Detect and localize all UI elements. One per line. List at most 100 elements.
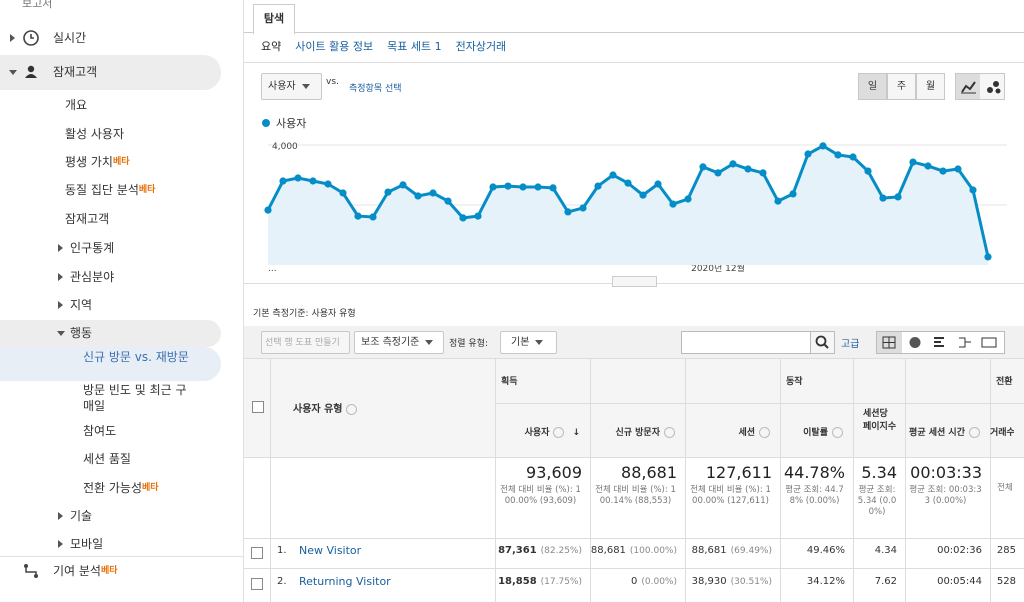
period-button[interactable]: 주 bbox=[887, 73, 916, 100]
total-note: 전체 대비 비율 (%): 100.00% (127,611) bbox=[690, 485, 771, 506]
point bbox=[294, 174, 302, 182]
nav-item[interactable]: 기술 bbox=[70, 507, 92, 525]
nav-item[interactable]: 행동 bbox=[70, 324, 92, 342]
column-border bbox=[990, 358, 991, 602]
point bbox=[369, 213, 377, 221]
point bbox=[699, 163, 707, 171]
cell: 528 bbox=[990, 576, 1016, 587]
column-header: 사용자 ↓ bbox=[524, 427, 580, 438]
dimension-value: 사용자 유형 bbox=[311, 309, 356, 319]
nav-item[interactable]: 인구통계 bbox=[70, 239, 114, 257]
cell-value: 38,930 bbox=[691, 576, 727, 587]
tab[interactable]: 탐색 bbox=[253, 4, 295, 34]
line-chart: 사용자2,0004,000...2020년 12월 bbox=[262, 117, 1007, 274]
nav-highlight bbox=[0, 347, 221, 381]
nav-label: 방문 빈도 및 최근 구매일 bbox=[83, 383, 187, 413]
nav-label: 세션 품질 bbox=[83, 452, 131, 466]
period-button[interactable]: 월 bbox=[916, 73, 945, 100]
cell: 18,858 (17.75%) bbox=[495, 576, 582, 587]
cell: 49.46% bbox=[780, 545, 845, 556]
nav-item[interactable]: 참여도 bbox=[83, 422, 116, 440]
nav-item[interactable]: 실시간 bbox=[53, 29, 86, 47]
x-tick-label: ... bbox=[268, 264, 277, 274]
row-checkbox[interactable] bbox=[251, 547, 263, 559]
point bbox=[744, 165, 752, 173]
subtabs: 요약 사이트 활용 정보 목표 세트 1 전자상거래 bbox=[261, 38, 520, 54]
plot-rows-button[interactable]: 선택 행 도표 만들기 bbox=[261, 331, 350, 354]
nav-item[interactable]: 활성 사용자 bbox=[65, 125, 124, 143]
row-checkbox[interactable] bbox=[251, 578, 263, 590]
nav-item[interactable]: 잠재고객 bbox=[53, 63, 97, 81]
nav-item[interactable]: 개요 bbox=[65, 96, 87, 114]
nav-item[interactable]: 방문 빈도 및 최근 구매일 bbox=[83, 382, 195, 414]
column-border bbox=[495, 358, 496, 602]
row-name[interactable]: Returning Visitor bbox=[299, 575, 391, 588]
point bbox=[534, 183, 542, 191]
chart-type-buttons[interactable] bbox=[955, 73, 1005, 100]
sort-dropdown[interactable]: 기본 bbox=[500, 331, 557, 354]
cell-percent: (0.00%) bbox=[641, 577, 677, 587]
nav-item[interactable]: 동질 집단 분석베타 bbox=[65, 181, 155, 199]
point bbox=[579, 204, 587, 212]
column-label: 거래수 bbox=[990, 428, 1014, 438]
vs-label: vs. bbox=[326, 77, 339, 87]
nav-item[interactable]: 관심분야 bbox=[70, 268, 114, 286]
nav-label: 관심분야 bbox=[70, 270, 115, 284]
period-button[interactable]: 일 bbox=[858, 73, 887, 100]
column-border bbox=[270, 358, 271, 602]
secondary-dimension[interactable]: 보조 측정기준 bbox=[354, 331, 444, 354]
nav-item[interactable]: 모바일 bbox=[70, 535, 103, 553]
sort-label: 정렬 유형: bbox=[449, 339, 489, 349]
row-border bbox=[244, 568, 1024, 569]
total-value: 127,611 bbox=[705, 463, 772, 482]
nav-item[interactable]: 세션 품질 bbox=[83, 450, 131, 468]
subtab: 요약 bbox=[261, 40, 282, 53]
point bbox=[444, 197, 452, 205]
point bbox=[474, 212, 482, 220]
primary-dimension: 기본 측정기준: 사용자 유형 bbox=[253, 306, 356, 319]
cell: 4.34 bbox=[853, 545, 897, 556]
point bbox=[279, 177, 287, 185]
nav-item[interactable]: 평생 가치베타 bbox=[65, 153, 130, 171]
nav-item[interactable]: 신규 방문 vs. 재방문 bbox=[83, 349, 201, 365]
metric-dropdown[interactable]: 사용자 bbox=[261, 73, 322, 100]
nav-label: 행동 bbox=[70, 326, 93, 340]
nav-item[interactable]: 잠재고객 bbox=[65, 210, 109, 228]
nav-label: 모바일 bbox=[70, 537, 104, 551]
point bbox=[324, 180, 332, 188]
row-name[interactable]: New Visitor bbox=[299, 544, 362, 557]
point bbox=[819, 142, 827, 150]
point bbox=[924, 162, 932, 170]
row-index: 1. bbox=[277, 545, 287, 556]
point bbox=[414, 192, 422, 200]
total-note: 전체 bbox=[997, 483, 1013, 493]
subtab: 전자상거래 bbox=[455, 40, 507, 53]
total-value: 00:03:33 bbox=[910, 463, 982, 482]
view-buttons[interactable] bbox=[876, 331, 1005, 354]
column-header: 사용자 유형 bbox=[293, 400, 358, 415]
total-note: 전체 대비 비율 (%): 100.14% (88,553) bbox=[595, 485, 676, 506]
nav-arrow bbox=[58, 301, 63, 309]
select-metric[interactable]: 측정항목 선택 bbox=[349, 84, 402, 94]
search-box[interactable] bbox=[681, 331, 812, 354]
nav-item[interactable]: 전환 가능성베타 bbox=[83, 479, 159, 497]
column-header: 세션 bbox=[685, 425, 770, 438]
column-border bbox=[590, 358, 591, 602]
point bbox=[834, 151, 842, 159]
total-note: 평균 조회: 44.78% (0.00%) bbox=[785, 485, 844, 506]
point bbox=[774, 197, 782, 205]
chart-toggle[interactable] bbox=[612, 276, 657, 287]
advanced-link[interactable]: 고급 bbox=[841, 339, 860, 350]
search-button[interactable] bbox=[810, 331, 835, 354]
cell-value: 88,681 bbox=[590, 545, 626, 556]
nav-item[interactable]: 기여 분석베타 bbox=[53, 562, 118, 580]
nav-highlight bbox=[0, 55, 221, 90]
nav-item[interactable]: 지역 bbox=[70, 296, 92, 314]
nav-label: 활성 사용자 bbox=[65, 127, 125, 141]
column-label: 사용자 유형 bbox=[293, 404, 343, 415]
cell-percent: (17.75%) bbox=[540, 577, 582, 587]
cell-value: 18,858 bbox=[498, 576, 537, 587]
point bbox=[984, 253, 992, 261]
header-checkbox bbox=[252, 401, 264, 413]
